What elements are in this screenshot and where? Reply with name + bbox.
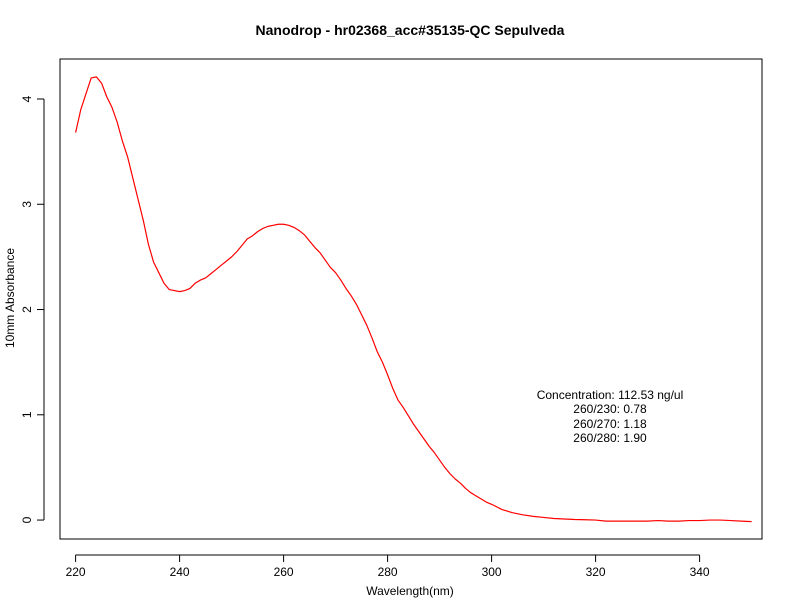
y-tick-label: 0 [20, 516, 34, 523]
annotation-block: Concentration: 112.53 ng/ul 260/230: 0.7… [537, 388, 684, 445]
y-axis: 0 1 2 3 4 [20, 95, 45, 523]
absorbance-series-line [75, 76, 752, 523]
y-axis-label: 10mm Absorbance [3, 248, 17, 348]
annotation-ratio-260-270: 260/270: 1.18 [573, 417, 647, 431]
x-tick-label: 300 [482, 565, 502, 579]
x-tick-label: 320 [586, 565, 606, 579]
annotation-ratio-260-280: 260/280: 1.90 [573, 431, 647, 445]
chart-title: Nanodrop - hr02368_acc#35135-QC Sepulved… [256, 22, 565, 38]
plot-frame [59, 58, 763, 540]
annotation-ratio-260-230: 260/230: 0.78 [573, 402, 647, 416]
y-tick-label: 3 [20, 201, 34, 208]
series-layer [75, 76, 752, 523]
x-tick-label: 240 [170, 565, 190, 579]
y-tick-label: 4 [20, 95, 34, 102]
x-tick-label: 220 [66, 565, 86, 579]
x-tick-label: 260 [274, 565, 294, 579]
x-axis: 220 240 260 280 300 320 340 [66, 554, 710, 579]
x-tick-label: 340 [690, 565, 710, 579]
y-tick-label: 1 [20, 411, 34, 418]
x-tick-label: 280 [378, 565, 398, 579]
annotation-concentration: Concentration: 112.53 ng/ul [537, 388, 684, 402]
y-tick-label: 2 [20, 306, 34, 313]
x-axis-label: Wavelength(nm) [366, 584, 454, 598]
